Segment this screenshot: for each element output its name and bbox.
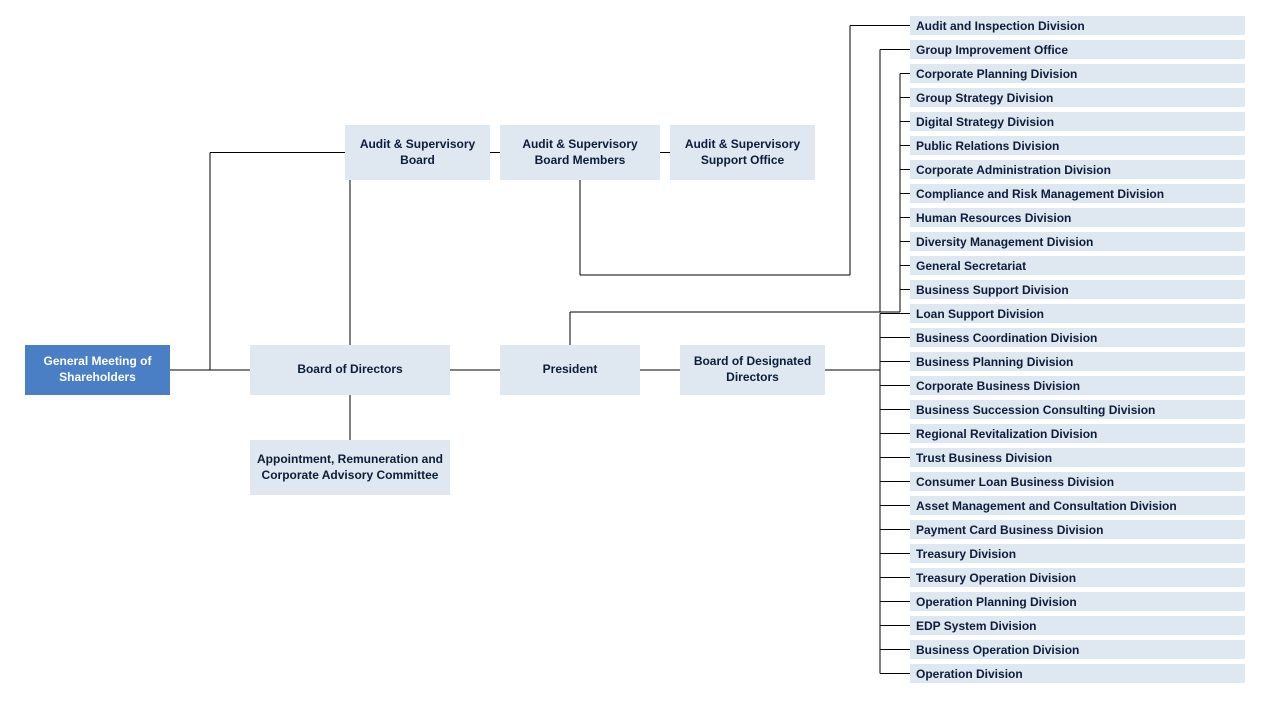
division-row: Regional Revitalization Division bbox=[910, 424, 1245, 443]
division-row: Diversity Management Division bbox=[910, 232, 1245, 251]
division-row: Business Coordination Division bbox=[910, 328, 1245, 347]
division-row: Business Operation Division bbox=[910, 640, 1245, 659]
division-row: Public Relations Division bbox=[910, 136, 1245, 155]
division-row: Business Support Division bbox=[910, 280, 1245, 299]
node-president: President bbox=[500, 345, 640, 395]
node-asso: Audit & Supervisory Support Office bbox=[670, 125, 815, 180]
division-row: Treasury Operation Division bbox=[910, 568, 1245, 587]
node-designated: Board of Designated Directors bbox=[680, 345, 825, 395]
division-row: Payment Card Business Division bbox=[910, 520, 1245, 539]
division-row: Operation Division bbox=[910, 664, 1245, 683]
division-row: Human Resources Division bbox=[910, 208, 1245, 227]
division-row: Audit and Inspection Division bbox=[910, 16, 1245, 35]
division-row: Business Succession Consulting Division bbox=[910, 400, 1245, 419]
division-row: Business Planning Division bbox=[910, 352, 1245, 371]
node-asbm: Audit & Supervisory Board Members bbox=[500, 125, 660, 180]
division-row: Consumer Loan Business Division bbox=[910, 472, 1245, 491]
division-row: Trust Business Division bbox=[910, 448, 1245, 467]
node-bod: Board of Directors bbox=[250, 345, 450, 395]
node-gms: General Meeting of Shareholders bbox=[25, 345, 170, 395]
division-row: Corporate Business Division bbox=[910, 376, 1245, 395]
division-row: Treasury Division bbox=[910, 544, 1245, 563]
node-asb: Audit & Supervisory Board bbox=[345, 125, 490, 180]
division-row: Corporate Administration Division bbox=[910, 160, 1245, 179]
division-row: Corporate Planning Division bbox=[910, 64, 1245, 83]
division-row: Asset Management and Consultation Divisi… bbox=[910, 496, 1245, 515]
division-row: Digital Strategy Division bbox=[910, 112, 1245, 131]
node-arcc: Appointment, Remuneration and Corporate … bbox=[250, 440, 450, 495]
division-row: General Secretariat bbox=[910, 256, 1245, 275]
division-row: EDP System Division bbox=[910, 616, 1245, 635]
division-row: Loan Support Division bbox=[910, 304, 1245, 323]
division-row: Operation Planning Division bbox=[910, 592, 1245, 611]
division-row: Group Improvement Office bbox=[910, 40, 1245, 59]
division-row: Group Strategy Division bbox=[910, 88, 1245, 107]
division-row: Compliance and Risk Management Division bbox=[910, 184, 1245, 203]
